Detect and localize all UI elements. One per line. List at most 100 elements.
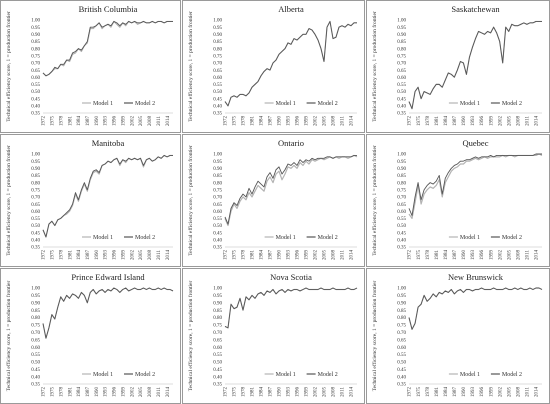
line-chart: Nova Scotia Technical efficiency score, 1… (187, 272, 358, 398)
legend-label: Model 2 (318, 101, 338, 107)
y-tick-label: 0.80 (213, 316, 222, 321)
y-tick-label: 0.40 (397, 239, 406, 244)
series-line-model-1 (408, 20, 542, 110)
y-tick-label: 0.60 (31, 76, 40, 81)
x-tick-label: 2005 (323, 250, 328, 261)
series-line-model-1 (42, 20, 173, 77)
x-tick-label: 1981 (435, 250, 440, 261)
y-axis-label: Technical efficiency score, 1 = producti… (187, 145, 194, 256)
y-tick-label: 0.35 (397, 383, 406, 388)
y-tick-label: 0.40 (31, 375, 40, 380)
y-tick-label: 0.65 (31, 338, 40, 343)
y-tick-label: 0.55 (213, 83, 222, 88)
legend-label: Model 1 (276, 101, 296, 107)
x-tick-label: 2011 (526, 116, 531, 126)
y-axis-label: Technical efficiency score, 1 = producti… (187, 11, 194, 122)
x-tick-label: 2005 (507, 250, 512, 261)
y-tick-label: 0.75 (213, 324, 222, 329)
x-tick-label: 2005 (323, 387, 328, 398)
x-tick-label: 1984 (260, 116, 265, 127)
chart-title: New Brunswick (448, 272, 504, 282)
y-tick-label: 0.35 (31, 383, 40, 388)
y-tick-label: 0.60 (397, 346, 406, 351)
y-tick-label: 0.75 (397, 54, 406, 59)
x-tick-label: 1975 (417, 116, 422, 127)
x-tick-label: 1975 (51, 387, 56, 398)
y-tick-label: 0.80 (31, 47, 40, 52)
y-tick-label: 0.80 (397, 181, 406, 186)
x-tick-label: 1993 (471, 387, 476, 398)
y-tick-label: 0.75 (31, 188, 40, 193)
y-tick-label: 0.55 (31, 217, 40, 222)
y-axis-label: Technical efficiency score, 1 = producti… (371, 281, 378, 392)
x-tick-label: 1978 (59, 250, 64, 261)
y-tick-label: 0.50 (213, 361, 222, 366)
y-tick-label: 0.35 (31, 112, 40, 117)
x-tick-label: 1972 (42, 387, 47, 398)
line-chart: Alberta Technical efficiency score, 1 = p… (187, 4, 357, 127)
y-tick-label: 0.70 (31, 62, 40, 67)
y-tick-label: 0.35 (213, 112, 222, 117)
y-tick-label: 0.50 (31, 224, 40, 229)
y-axis-label: Technical efficiency score, 1 = producti… (187, 281, 194, 392)
y-tick-label: 0.95 (31, 294, 40, 299)
series-line-model-1 (224, 154, 358, 227)
line-chart: Quebec Technical efficiency score, 1 = pr… (371, 138, 543, 261)
x-tick-label: 2008 (332, 387, 337, 398)
y-tick-label: 0.75 (213, 54, 222, 59)
y-tick-label: 0.85 (31, 40, 40, 45)
chart-panel: Quebec Technical efficiency score, 1 = pr… (366, 134, 550, 267)
y-tick-label: 1.00 (213, 287, 222, 292)
x-tick-label: 1978 (242, 387, 247, 398)
y-axis-label: Technical efficiency score, 1 = producti… (371, 145, 378, 256)
y-tick-label: 0.75 (31, 54, 40, 59)
y-tick-label: 0.40 (31, 105, 40, 110)
x-tick-label: 2008 (517, 250, 522, 261)
x-tick-label: 2011 (526, 387, 531, 397)
y-tick-label: 0.45 (31, 368, 40, 373)
y-tick-label: 0.55 (213, 217, 222, 222)
x-tick-label: 2008 (517, 116, 522, 127)
x-tick-label: 1981 (68, 387, 73, 398)
legend-label: Model 1 (460, 372, 480, 378)
x-tick-label: 2008 (517, 387, 522, 398)
y-tick-label: 0.70 (397, 331, 406, 336)
legend-label: Model 2 (318, 372, 338, 378)
legend-label: Model 1 (93, 372, 113, 378)
y-tick-label: 0.95 (397, 294, 406, 299)
y-tick-label: 0.90 (213, 167, 222, 172)
y-tick-label: 1.00 (213, 19, 222, 24)
x-tick-label: 1972 (224, 116, 229, 127)
x-tick-label: 1993 (104, 250, 109, 261)
chart-title: Alberta (278, 4, 304, 14)
chart-panel: Manitoba Technical efficiency score, 1 = … (0, 134, 181, 267)
y-tick-label: 0.60 (213, 76, 222, 81)
x-tick-label: 2002 (130, 250, 135, 261)
y-tick-label: 1.00 (31, 153, 40, 158)
series-line-model-1 (408, 287, 543, 330)
x-tick-label: 2005 (323, 116, 328, 127)
y-tick-label: 0.85 (397, 174, 406, 179)
y-tick-label: 0.40 (397, 105, 406, 110)
y-tick-label: 0.80 (397, 47, 406, 52)
x-tick-label: 2005 (507, 387, 512, 398)
y-tick-label: 0.45 (397, 368, 406, 373)
x-tick-label: 1990 (462, 250, 467, 261)
x-tick-label: 1990 (462, 387, 467, 398)
x-tick-label: 1984 (444, 116, 449, 127)
legend-label: Model 2 (135, 372, 155, 378)
y-tick-label: 0.45 (213, 231, 222, 236)
y-tick-label: 0.85 (213, 309, 222, 314)
series-line-model-2 (224, 287, 358, 329)
y-tick-label: 0.95 (213, 294, 222, 299)
x-tick-label: 1981 (435, 116, 440, 127)
y-tick-label: 0.90 (397, 33, 406, 38)
chart-panel: Ontario Technical efficiency score, 1 = p… (182, 134, 365, 267)
y-tick-label: 0.70 (31, 331, 40, 336)
x-tick-label: 2011 (157, 387, 162, 397)
y-tick-label: 0.55 (397, 217, 406, 222)
series-line-model-2 (408, 20, 542, 110)
x-tick-label: 1981 (68, 250, 73, 261)
x-tick-label: 2014 (535, 116, 540, 127)
y-tick-label: 0.50 (213, 224, 222, 229)
